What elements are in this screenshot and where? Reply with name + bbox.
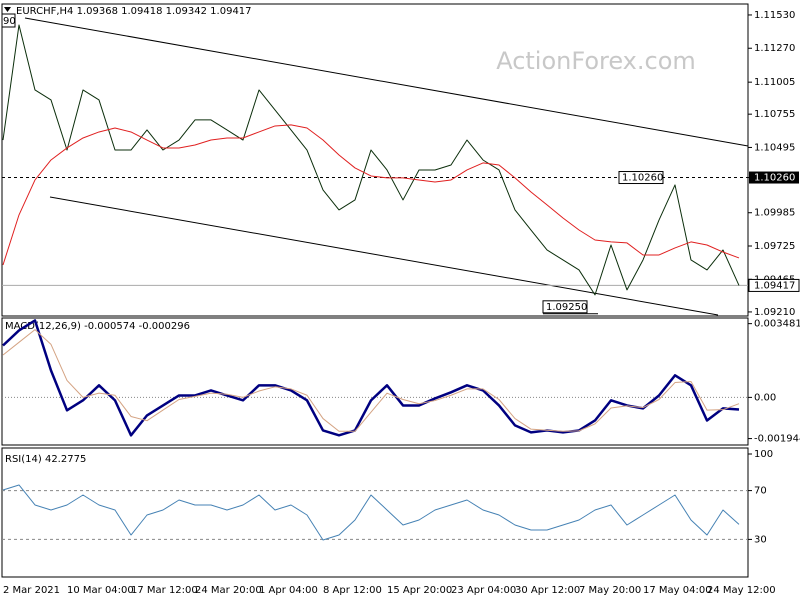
y-tick-label: 0.00 xyxy=(754,392,776,403)
corner-box xyxy=(1,13,16,28)
series-line xyxy=(2,329,740,432)
y-tick-label: 1.11005 xyxy=(754,77,795,88)
macd-title: MACD(12,26,9) -0.000574 -0.000296 xyxy=(5,321,190,332)
last-price-label: 1.09417 xyxy=(754,280,795,291)
x-tick-label: 23 Apr 04:00 xyxy=(451,585,516,596)
y-tick-label: 1.11270 xyxy=(754,43,795,54)
x-tick-label: 30 Apr 12:00 xyxy=(515,585,580,596)
x-tick-label: 15 Apr 20:00 xyxy=(387,585,452,596)
main-pane xyxy=(1,3,749,317)
x-tick-label: 2 Mar 2021 xyxy=(3,585,60,596)
annotation-box xyxy=(542,300,588,314)
rsi-title: RSI(14) 42.2775 xyxy=(5,454,86,465)
y-tick-label: 1.10495 xyxy=(754,142,795,153)
channel-lower xyxy=(49,196,719,316)
macd-pane xyxy=(1,317,749,446)
menu-icon xyxy=(4,7,11,12)
annotation-label: 1.09250 xyxy=(546,302,587,313)
series-line xyxy=(2,24,740,296)
y-tick-label: 1.09210 xyxy=(754,307,795,318)
x-tick-label: 24 Mar 20:00 xyxy=(195,585,262,596)
y-tick-label: -0.001944 xyxy=(754,434,800,445)
corner-label: 90 xyxy=(3,16,16,27)
y-tick-label: 1.10755 xyxy=(754,109,795,120)
x-tick-label: 10 Mar 04:00 xyxy=(67,585,134,596)
annotation-box xyxy=(618,171,664,185)
rsi-pane xyxy=(1,447,749,578)
y-tick-label: 0.003481 xyxy=(754,319,800,330)
y-tick-label: 30 xyxy=(754,534,767,545)
y-tick-label: 100 xyxy=(754,449,773,460)
x-tick-label: 7 May 20:00 xyxy=(579,585,641,596)
y-tick-label: 1.10260 xyxy=(754,173,795,184)
y-tick-label: 1.09725 xyxy=(754,241,795,252)
y-tick-label: 70 xyxy=(754,486,767,497)
channel-upper xyxy=(24,17,749,147)
y-tick-label: 1.09985 xyxy=(754,208,795,219)
x-tick-label: 17 Mar 12:00 xyxy=(131,585,198,596)
annotation-label: 1.10260 xyxy=(622,173,663,184)
main-title: EURCHF,H4 1.09368 1.09418 1.09342 1.0941… xyxy=(16,6,252,17)
x-tick-label: 24 May 12:00 xyxy=(707,585,776,596)
series-line xyxy=(2,124,740,266)
x-tick-label: 8 Apr 12:00 xyxy=(323,585,382,596)
tick-highlight xyxy=(749,171,799,184)
last-price-box xyxy=(748,278,800,292)
y-tick-label: 1.11530 xyxy=(754,10,795,21)
x-tick-label: 1 Apr 04:00 xyxy=(259,585,318,596)
watermark: ActionForex.com xyxy=(496,47,696,75)
series-line xyxy=(2,319,740,437)
series-line xyxy=(2,484,740,541)
x-tick-label: 17 May 04:00 xyxy=(643,585,712,596)
